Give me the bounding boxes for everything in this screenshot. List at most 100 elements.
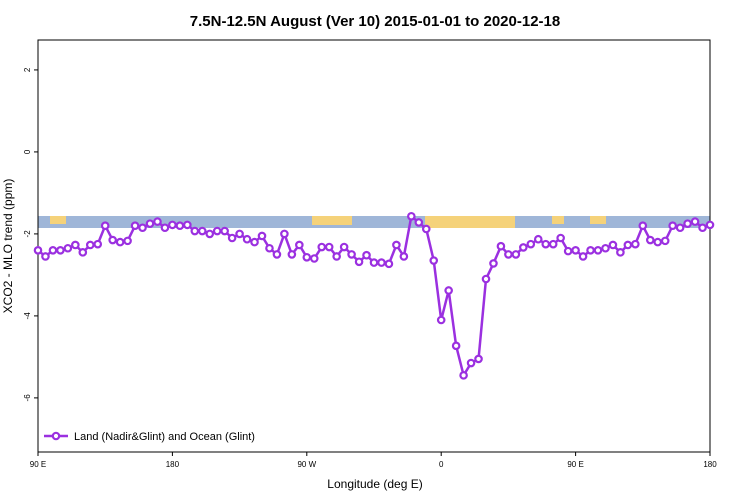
data-point: [511, 250, 521, 259]
data-point: [556, 233, 565, 243]
data-point: [123, 236, 132, 246]
data-point: [41, 252, 50, 261]
data-point: [489, 259, 498, 268]
data-point: [459, 371, 468, 380]
data-point: [175, 221, 185, 231]
data-point: [369, 258, 379, 267]
data-point: [302, 252, 312, 262]
data-point: [160, 223, 170, 233]
y-tick-label: -6: [23, 394, 32, 402]
data-point: [85, 240, 95, 250]
data-point: [578, 252, 588, 261]
land-patch: [50, 216, 66, 224]
plot-frame: [37, 39, 711, 453]
x-tick-label: 0: [439, 460, 444, 469]
land-patch: [552, 216, 564, 224]
y-tick-label: 0: [23, 149, 32, 154]
x-axis-title: Longitude (deg E): [327, 477, 422, 491]
data-point: [399, 252, 409, 261]
data-point: [272, 250, 282, 259]
data-point: [645, 235, 655, 245]
data-point: [481, 274, 491, 284]
data-point: [168, 220, 177, 230]
data-point: [384, 259, 394, 269]
data-point: [616, 248, 625, 257]
data-point: [257, 231, 267, 241]
x-tick-label: 90 W: [297, 460, 316, 469]
data-point: [362, 250, 371, 260]
land-patch: [425, 216, 515, 228]
data-point: [48, 246, 58, 255]
data-point: [332, 252, 341, 261]
data-point: [115, 237, 125, 247]
data-point: [421, 224, 431, 234]
data-point: [317, 242, 327, 252]
legend-label: Land (Nadir&Glint) and Ocean (Glint): [74, 431, 255, 443]
data-point: [675, 223, 685, 233]
data-point: [347, 250, 356, 259]
data-point: [78, 248, 88, 257]
data-point: [526, 239, 536, 249]
data-point: [631, 239, 640, 249]
chart-title: 7.5N-12.5N August (Ver 10) 2015-01-01 to…: [190, 13, 560, 30]
data-point: [33, 246, 43, 255]
data-point: [145, 219, 155, 228]
data-point: [108, 235, 117, 245]
data-point: [586, 246, 595, 255]
data-point: [227, 233, 237, 243]
data-point: [608, 240, 618, 250]
data-point: [571, 246, 580, 255]
data-point: [309, 254, 319, 263]
data-point: [93, 239, 103, 249]
data-point: [407, 211, 416, 221]
data-point: [242, 234, 252, 244]
data-point: [683, 219, 692, 228]
data-point: [705, 220, 715, 230]
data-point: [451, 341, 461, 351]
data-point: [100, 221, 110, 231]
legend-marker: [51, 431, 61, 441]
data-point: [354, 257, 364, 267]
data-point: [519, 243, 528, 252]
data-point: [504, 250, 513, 259]
data-point: [183, 220, 192, 230]
y-tick-label: 2: [23, 67, 32, 72]
data-point: [429, 256, 439, 265]
data-point: [265, 243, 274, 253]
data-point: [660, 236, 670, 246]
data-point: [235, 229, 244, 239]
data-point: [496, 241, 506, 251]
data-point: [71, 240, 80, 250]
data-point: [548, 239, 558, 249]
land-patch: [312, 216, 352, 225]
data-point: [668, 221, 677, 231]
data-point: [436, 315, 446, 325]
x-tick-label: 90 E: [567, 460, 583, 469]
data-point: [541, 239, 551, 249]
y-tick-label: -2: [23, 230, 32, 238]
data-point: [690, 217, 700, 226]
data-point: [287, 250, 297, 259]
data-point: [698, 223, 707, 233]
data-point: [212, 226, 222, 236]
data-point: [280, 229, 289, 239]
land-patch: [590, 216, 606, 224]
data-point: [444, 286, 453, 295]
x-tick-label: 90 E: [30, 460, 46, 469]
y-axis-title: XCO2 - MLO trend (ppm): [1, 179, 15, 314]
data-point: [339, 242, 349, 252]
y-tick-label: -4: [23, 312, 32, 320]
data-point: [563, 246, 573, 256]
data-point: [153, 217, 162, 226]
data-point: [130, 221, 140, 231]
data-point: [138, 223, 147, 233]
data-point: [250, 237, 259, 247]
data-point: [638, 221, 648, 231]
data-point: [466, 358, 476, 368]
data-point: [414, 218, 424, 227]
data-point: [205, 229, 215, 239]
x-tick-label: 180: [703, 460, 717, 469]
data-point: [190, 226, 200, 236]
